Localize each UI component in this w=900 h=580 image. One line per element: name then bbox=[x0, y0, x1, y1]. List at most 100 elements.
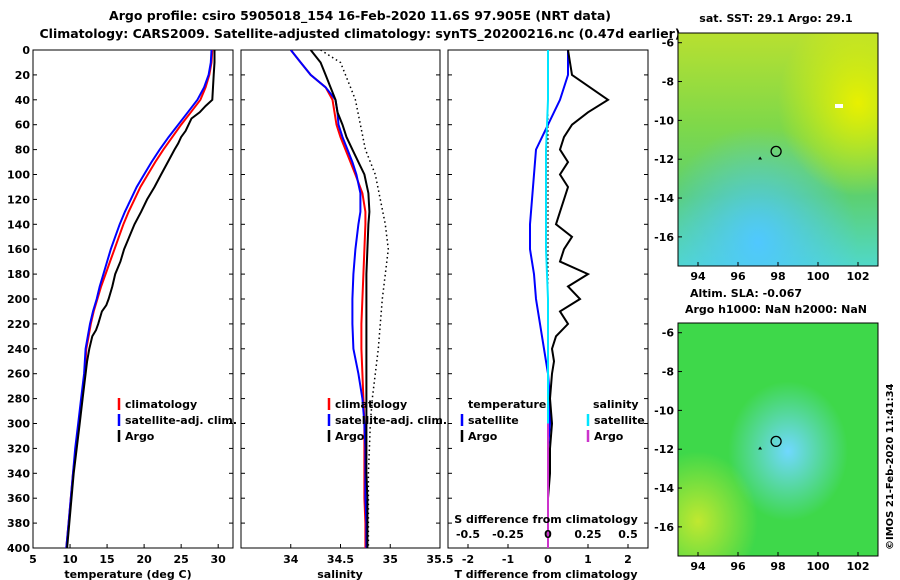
imos-timestamp: ©IMOS 21-Feb-2020 11:41:34 bbox=[885, 383, 896, 550]
sst-map: sat. SST: 29.1 Argo: 29.1 94 96 98 100 102 -6… bbox=[654, 12, 879, 283]
xtick-label: 35.5 bbox=[426, 553, 453, 566]
salinity-lines bbox=[290, 50, 390, 548]
legend-salinity-title: salinity bbox=[593, 398, 639, 411]
map-xtick-label: 94 bbox=[690, 270, 706, 283]
xtick-label: 0 bbox=[544, 553, 552, 566]
legend-satellite: satellite-adj. clim. bbox=[125, 414, 237, 427]
sdiff-tick-label: -0.25 bbox=[492, 528, 524, 541]
depth-axis: 0 20 40 60 80 100 120 140 160 180 200 220 240 260 280 3… bbox=[7, 44, 233, 555]
map-xtick-label: 94 bbox=[690, 560, 706, 573]
difference-yticks bbox=[448, 49, 648, 549]
depth-tick-label: 80 bbox=[15, 144, 31, 157]
series-climatology bbox=[290, 50, 367, 548]
temperature-panel: 0 20 40 60 80 100 120 140 160 180 200 220 240 260 280 3… bbox=[7, 44, 237, 580]
title-line1: Argo profile: csiro 5905018_154 16-Feb-2… bbox=[109, 8, 611, 24]
sdiff-tick-label: 0.5 bbox=[618, 528, 638, 541]
map-xtick-label: 102 bbox=[847, 560, 870, 573]
sst-argo-marker bbox=[770, 145, 782, 158]
series-satellite-adj-clim- bbox=[65, 50, 213, 548]
sdiff-tick-label: 0 bbox=[544, 528, 552, 541]
map-ytick-label: -10 bbox=[654, 114, 674, 127]
depth-tick-label: 380 bbox=[7, 517, 30, 530]
salinity-xaxis: 34 34.5 35 35.5 bbox=[283, 544, 454, 566]
depth-tick-label: 320 bbox=[7, 442, 30, 455]
diff-legend-t-satellite: satellite bbox=[468, 414, 519, 427]
xtick-label: 30 bbox=[211, 553, 227, 566]
xtick-label: 35 bbox=[383, 553, 398, 566]
series-argo-dotted bbox=[320, 50, 390, 548]
sla-map-title: Altim. SLA: -0.067 bbox=[690, 287, 802, 300]
map-xtick-label: 100 bbox=[807, 270, 830, 283]
map-xtick-label: 96 bbox=[730, 560, 746, 573]
depth-tick-label: 300 bbox=[7, 418, 30, 431]
diff-legend-s-satellite: satellite bbox=[594, 414, 645, 427]
series-temperature-argo bbox=[547, 50, 610, 548]
sst-map-axes: 94 96 98 100 102 -6 -8 -10 -12 -14 -16 bbox=[654, 37, 869, 283]
depth-tick-label: 240 bbox=[7, 343, 30, 356]
map-ytick-label: -12 bbox=[654, 153, 674, 166]
sla-map: Altim. SLA: -0.067 Argo h1000: NaN h2000… bbox=[654, 287, 879, 573]
xtick-label: -1 bbox=[502, 553, 514, 566]
depth-tick-label: 0 bbox=[22, 44, 30, 57]
salinity-xlabel: salinity bbox=[317, 568, 363, 580]
diff-legend-t-argo: Argo bbox=[468, 430, 498, 443]
map-ytick-label: -6 bbox=[662, 37, 675, 50]
depth-tick-label: 200 bbox=[7, 293, 30, 306]
map-ytick-label: -16 bbox=[654, 231, 674, 244]
map-ytick-label: -6 bbox=[662, 327, 675, 340]
salinity-panel: 34 34.5 35 35.5 salinity climatology satell… bbox=[240, 49, 454, 580]
difference-panel: -2 -1 0 1 2 T difference from climatology S … bbox=[447, 49, 649, 580]
difference-legend: temperature satellite Argo salinity sate… bbox=[460, 398, 645, 443]
sal-legend-climatology: climatology bbox=[335, 398, 407, 411]
map-ytick-label: -14 bbox=[654, 482, 674, 495]
difference-xlabel: T difference from climatology bbox=[454, 568, 637, 580]
depth-tick-label: 220 bbox=[7, 318, 30, 331]
xtick-label: 5 bbox=[29, 553, 37, 566]
map-ytick-label: -16 bbox=[654, 521, 674, 534]
sst-missing-pixel bbox=[835, 104, 843, 108]
depth-tick-label: 140 bbox=[7, 218, 30, 231]
legend-climatology: climatology bbox=[125, 398, 197, 411]
xtick-label: 2 bbox=[624, 553, 632, 566]
depth-tick-label: 120 bbox=[7, 193, 30, 206]
map-ytick-label: -14 bbox=[654, 192, 674, 205]
depth-tick-label: 40 bbox=[15, 94, 31, 107]
sla-yellow-patch bbox=[678, 323, 878, 556]
diff-legend-s-argo: Argo bbox=[594, 430, 624, 443]
salinity-legend: climatology satellite-adj. clim. Argo bbox=[327, 398, 447, 443]
legend-argo: Argo bbox=[125, 430, 155, 443]
map-ytick-label: -12 bbox=[654, 443, 674, 456]
sst-map-title: sat. SST: 29.1 Argo: 29.1 bbox=[699, 12, 852, 25]
temperature-xaxis: 5 10 15 20 25 30 bbox=[29, 544, 226, 566]
temperature-xlabel: temperature (deg C) bbox=[64, 568, 191, 580]
difference-xaxis: -2 -1 0 1 2 bbox=[462, 544, 632, 566]
xtick-label: 10 bbox=[62, 553, 78, 566]
temperature-lines bbox=[65, 50, 216, 548]
sal-legend-argo: Argo bbox=[335, 430, 365, 443]
xtick-label: 1 bbox=[584, 553, 592, 566]
series-climatology bbox=[65, 50, 214, 548]
depth-tick-label: 360 bbox=[7, 492, 30, 505]
sst-warm-patch bbox=[678, 33, 878, 266]
depth-tick-label: 180 bbox=[7, 268, 30, 281]
depth-tick-label: 260 bbox=[7, 368, 30, 381]
map-ytick-label: -10 bbox=[654, 404, 674, 417]
sla-argo-marker bbox=[770, 435, 782, 448]
temperature-legend: climatology satellite-adj. clim. Argo bbox=[117, 398, 237, 443]
depth-tick-label: 60 bbox=[15, 119, 31, 132]
depth-tick-label: 280 bbox=[7, 393, 30, 406]
sla-argo-float-icon bbox=[758, 446, 763, 450]
depth-tick-label: 160 bbox=[7, 243, 30, 256]
xtick-label: -2 bbox=[462, 553, 474, 566]
map-xtick-label: 96 bbox=[730, 270, 746, 283]
sla-map-subtitle: Argo h1000: NaN h2000: NaN bbox=[685, 303, 867, 316]
legend-temperature-title: temperature bbox=[468, 398, 546, 411]
salinity-diff-ticks: -0.5 -0.25 0 0.25 0.5 bbox=[456, 528, 638, 541]
xtick-label: 34 bbox=[283, 553, 299, 566]
salinity-yticks bbox=[241, 49, 440, 549]
difference-lines bbox=[529, 50, 610, 548]
map-xtick-label: 100 bbox=[807, 560, 830, 573]
series-argo bbox=[66, 50, 216, 548]
map-xtick-label: 98 bbox=[770, 270, 785, 283]
